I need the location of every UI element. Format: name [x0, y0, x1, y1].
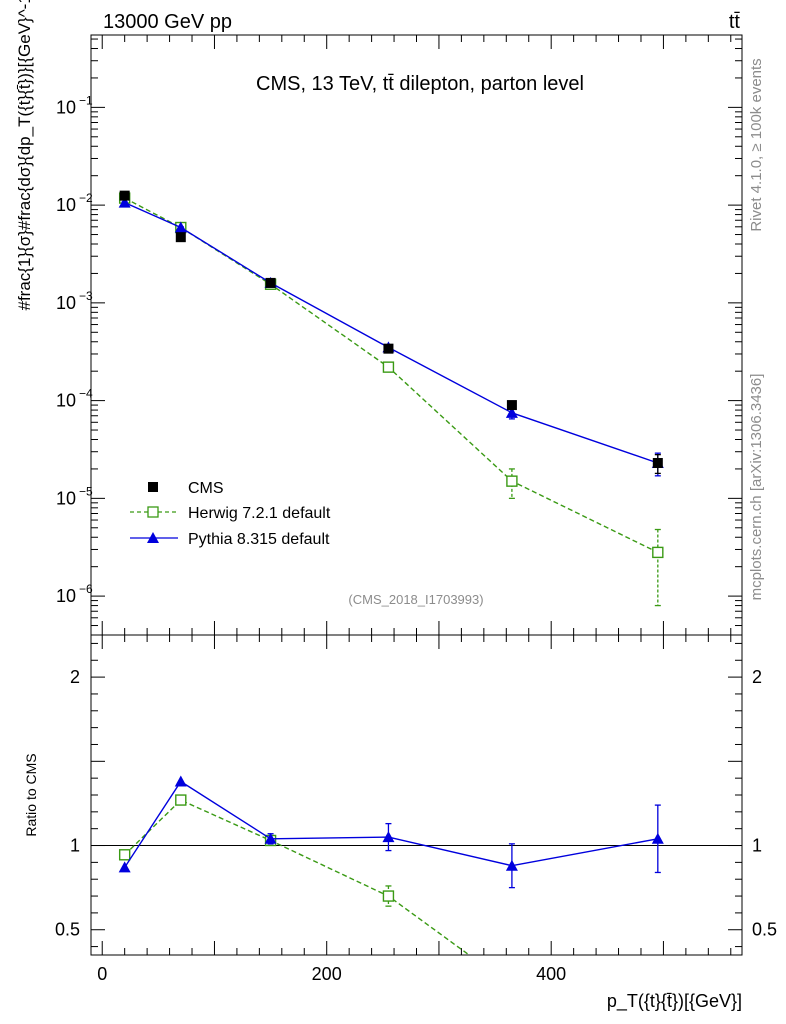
legend-label-pythia: Pythia 8.315 default: [188, 531, 330, 548]
ratio-series: [118, 775, 664, 955]
main-y-tick-label: 10: [56, 586, 76, 606]
ratio-y-tick-label: 0.5: [55, 920, 80, 940]
pythia-line: [124, 201, 659, 464]
herwig-point: [652, 546, 664, 559]
legend-entry-cms: CMS: [148, 480, 224, 497]
ratio-y-tick-label-right: 1: [752, 836, 762, 856]
main-y-tick-exponent: −3: [79, 289, 93, 303]
ratio-y-label: Ratio to CMS: [23, 753, 39, 836]
ratio-x-tick-label: 400: [536, 964, 566, 984]
main-y-tick-exponent: −2: [79, 191, 93, 205]
watermark: (CMS_2018_I1703993): [348, 592, 483, 607]
herwig-point: [382, 361, 395, 373]
cms-point: [265, 277, 276, 288]
ratio-herwig-point: [118, 849, 131, 861]
main-y-tick-label: 10: [56, 195, 76, 215]
main-title: CMS, 13 TeV, tt̄ dilepton, parton level: [256, 73, 584, 95]
pythia-point: [505, 406, 518, 418]
main-y-tick-label: 10: [56, 488, 76, 508]
legend-label-cms: CMS: [188, 480, 224, 497]
ratio-panel: 0.5 0.5 1 1 2 2 0 200 400 Ratio to CMS p_T({t}{…: [23, 634, 777, 1012]
ratio-x-tick-label: 0: [97, 964, 107, 984]
ratio-herwig-point: [175, 794, 187, 806]
ratio-pythia-point: [382, 831, 395, 843]
main-panel: 10−110−210−310−410−510−6 CMS, 13 TeV, tt…: [15, 0, 743, 636]
ratio-y-tick-label-right: 0.5: [752, 920, 777, 940]
main-y-label: #frac{1}{σ}#frac{dσ}{dp_T({t}{t̄})}[{GeV…: [15, 0, 34, 311]
cms-point: [383, 343, 394, 354]
ratio-pythia-line: [124, 780, 658, 868]
energy-label: 13000 GeV pp: [103, 11, 232, 33]
ratio-pythia-point: [118, 861, 131, 873]
main-series: [118, 190, 664, 607]
legend-label-herwig: Herwig 7.2.1 default: [188, 505, 331, 522]
ratio-frame: [90, 634, 743, 956]
main-y-tick-exponent: −6: [79, 582, 93, 596]
ratio-y-tick-label: 1: [70, 836, 80, 856]
main-y-tick-label: 10: [56, 293, 76, 313]
herwig-point: [506, 475, 518, 487]
pythia-point: [174, 221, 187, 233]
process-label: tt̄: [729, 11, 741, 33]
ratio-herwig-line: [124, 799, 471, 955]
ratio-x-tick-label: 200: [312, 964, 342, 984]
main-y-ticks: 10−110−210−310−410−510−6: [56, 38, 742, 636]
legend: CMS Herwig 7.2.1 default Pythia 8.315 de…: [130, 480, 331, 548]
cms-point: [652, 457, 663, 468]
herwig-line: [124, 197, 659, 554]
cms-point: [175, 232, 186, 243]
main-x-ticks: [101, 35, 732, 635]
main-y-tick-exponent: −4: [79, 387, 93, 401]
ratio-y-tick-label: 2: [70, 667, 80, 687]
cms-point: [119, 190, 130, 201]
main-y-tick-label: 10: [56, 97, 76, 117]
ratio-y-ticks: 0.5 0.5 1 1 2 2: [55, 642, 777, 948]
rivet-label: Rivet 4.1.0, ≥ 100k events: [748, 58, 765, 231]
main-y-tick-exponent: −5: [79, 484, 93, 498]
legend-entry-pythia: Pythia 8.315 default: [130, 531, 330, 548]
cms-point: [506, 400, 517, 411]
ratio-x-ticks: 0 200 400: [97, 635, 732, 984]
source-label: mcplots.cern.ch [arXiv:1306.3436]: [748, 374, 765, 601]
legend-marker-pythia: [147, 532, 159, 543]
legend-marker-herwig: [147, 506, 159, 518]
ratio-y-tick-label-right: 2: [752, 667, 762, 687]
ratio-pythia-point: [505, 859, 518, 871]
legend-entry-herwig: Herwig 7.2.1 default: [130, 505, 331, 522]
legend-marker-cms: [148, 482, 158, 492]
x-axis-label: p_T({t}{t̄})[{GeV}]: [607, 991, 742, 1012]
ratio-pythia-point: [174, 775, 187, 787]
main-y-tick-label: 10: [56, 391, 76, 411]
ratio-pythia-point: [651, 832, 664, 844]
ratio-pythia-point: [264, 832, 277, 844]
main-y-tick-exponent: −1: [79, 93, 93, 107]
ratio-herwig-point: [382, 890, 395, 902]
pythia-point: [118, 196, 131, 208]
